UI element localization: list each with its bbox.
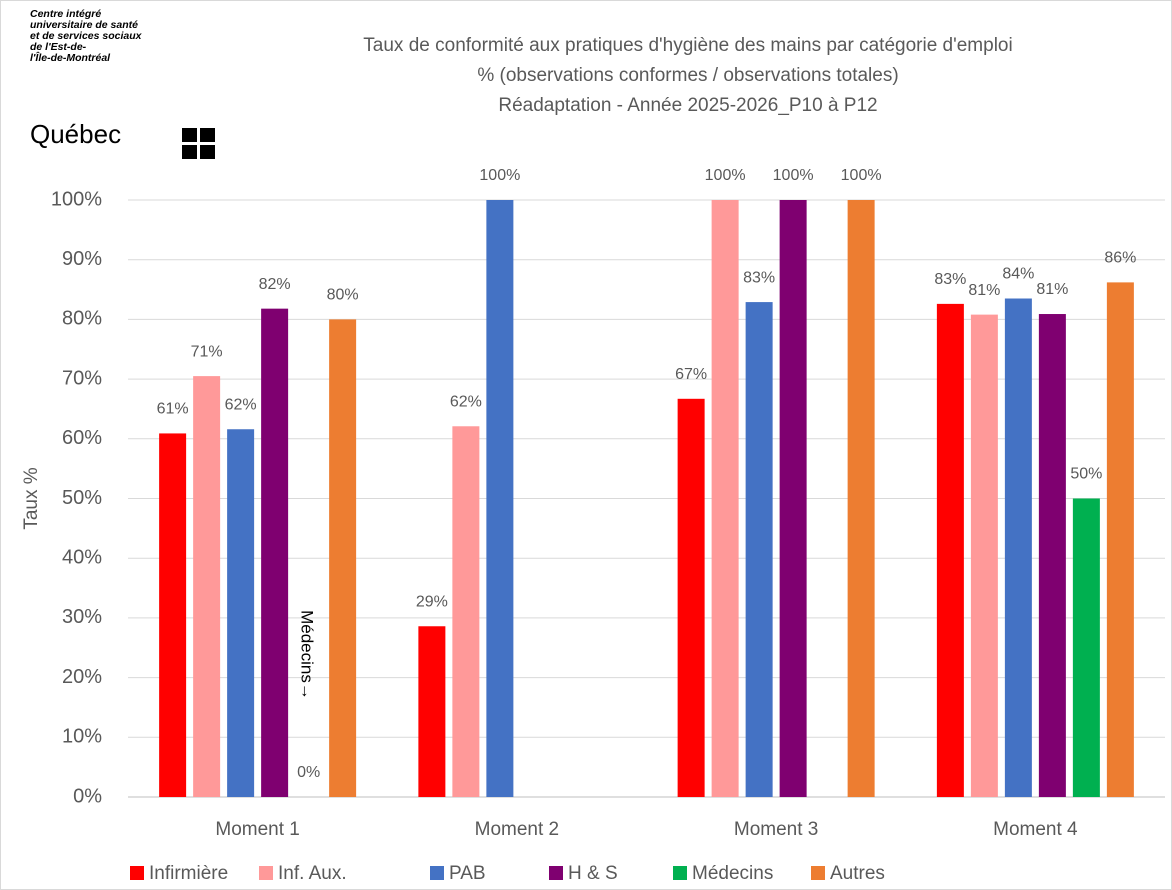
data-label: 100% [479,167,520,184]
bar [452,426,480,797]
bar [745,302,773,797]
logo-line: Centre intégré [30,8,101,20]
bar [1004,298,1032,797]
x-tick-label: Moment 3 [734,819,818,840]
y-tick-label: 60% [62,427,102,449]
data-label: 84% [1002,266,1034,283]
legend-label: PAB [449,863,486,884]
logo-line: l'Île-de-Montréal [30,51,111,64]
bar [1106,282,1134,797]
bar [1038,314,1066,797]
data-label: 81% [968,282,1000,299]
x-tick-label: Moment 2 [475,819,559,840]
bar [159,433,187,797]
legend-swatch [673,866,687,880]
bar [486,200,514,797]
legend-label: Inf. Aux. [278,863,347,884]
y-tick-label: 10% [62,726,102,748]
y-tick-label: 50% [62,487,102,509]
legend-swatch [430,866,444,880]
x-tick-label: Moment 4 [993,819,1078,840]
legend-label: Autres [830,863,885,884]
legend-swatch [259,866,273,880]
bar [329,319,357,797]
chart-title: % (observations conformes / observations… [477,65,898,86]
y-tick-label: 20% [62,666,102,688]
y-tick-label: 0% [73,785,102,807]
bar [779,200,807,797]
y-tick-label: 30% [62,606,102,628]
data-label: 86% [1104,250,1136,267]
bar [936,303,964,797]
bar [193,376,221,797]
legend-swatch [130,866,144,880]
logo-flag [200,145,215,159]
bar [418,626,446,797]
y-tick-label: 40% [62,546,102,568]
data-label: 50% [1070,466,1102,483]
data-label: 29% [416,593,448,610]
logo-line: universitaire de santé [30,19,138,31]
y-tick-label: 80% [62,308,102,330]
legend-label: Infirmière [149,863,228,884]
bar [847,200,875,797]
chart-title: Taux de conformité aux pratiques d'hygiè… [363,35,1012,56]
bar [677,398,705,797]
data-label: 61% [157,401,189,418]
y-tick-label: 90% [62,248,102,270]
bar [711,200,739,797]
x-tick-label: Moment 1 [215,819,299,840]
data-label: 81% [1036,281,1068,298]
bar [1072,498,1100,797]
data-label: 0% [297,764,320,781]
legend-label: H & S [568,863,618,884]
y-tick-label: 70% [62,367,102,389]
legend-label: Médecins [692,863,773,884]
data-label: 83% [934,271,966,288]
logo-brand: Québec [30,119,121,149]
annotation: Médecins→ [298,610,317,700]
data-label: 83% [743,269,775,286]
data-label: 100% [705,167,746,184]
data-label: 100% [841,167,882,184]
bar [227,429,255,797]
data-label: 100% [773,167,814,184]
logo-flag [182,128,197,142]
y-axis-label: Taux % [21,467,42,529]
logo-flag [182,145,197,159]
bar [970,314,998,797]
legend-swatch [549,866,563,880]
legend-swatch [811,866,825,880]
y-tick-label: 100% [51,188,102,210]
data-label: 67% [675,366,707,383]
data-label: 71% [191,343,223,360]
data-label: 80% [327,287,359,304]
chart-title: Réadaptation - Année 2025-2026_P10 à P12 [498,95,877,116]
logo-line: et de services sociaux [30,30,143,42]
bar [261,308,289,797]
data-label: 62% [225,396,257,413]
logo-flag [200,128,215,142]
logo-line: de l'Est-de- [30,41,87,53]
data-label: 82% [259,276,291,293]
data-label: 62% [450,393,482,410]
